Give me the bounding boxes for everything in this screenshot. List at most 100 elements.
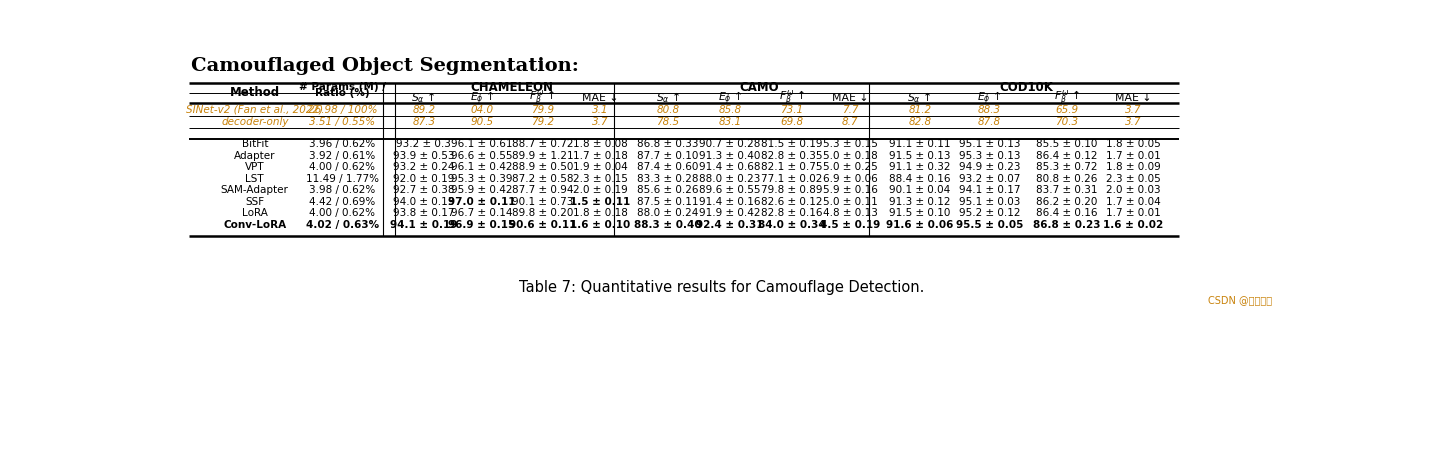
Text: 86.4 ± 0.16: 86.4 ± 0.16 [1036, 208, 1098, 218]
Text: 4.8 ± 0.13: 4.8 ± 0.13 [822, 208, 878, 218]
Text: 1.7 ± 0.01: 1.7 ± 0.01 [1105, 208, 1160, 218]
Text: 1.7 ± 0.18: 1.7 ± 0.18 [573, 151, 628, 161]
Text: 4.00 / 0.62%: 4.00 / 0.62% [309, 162, 375, 172]
Text: 88.9 ± 0.50: 88.9 ± 0.50 [512, 162, 573, 172]
Text: 85.5 ± 0.10: 85.5 ± 0.10 [1036, 139, 1098, 149]
Text: LoRA: LoRA [241, 208, 267, 218]
Text: 86.4 ± 0.12: 86.4 ± 0.12 [1036, 151, 1098, 161]
Text: 04.0: 04.0 [470, 105, 493, 115]
Text: 93.9 ± 0.53: 93.9 ± 0.53 [392, 151, 454, 161]
Text: CAMO: CAMO [739, 81, 779, 95]
Text: 95.9 ± 0.42: 95.9 ± 0.42 [451, 186, 513, 195]
Text: 1.8 ± 0.18: 1.8 ± 0.18 [573, 208, 628, 218]
Text: 77.1 ± 0.02: 77.1 ± 0.02 [762, 174, 822, 184]
Text: 81.5 ± 0.19: 81.5 ± 0.19 [762, 139, 822, 149]
Text: SINet-v2 (Fan et al., 2022): SINet-v2 (Fan et al., 2022) [187, 105, 323, 115]
Text: $S_\alpha$ ↑: $S_\alpha$ ↑ [908, 90, 933, 106]
Text: 5.3 ± 0.15: 5.3 ± 0.15 [822, 139, 878, 149]
Text: 96.6 ± 0.55: 96.6 ± 0.55 [451, 151, 513, 161]
Text: Table 7: Quantitative results for Camouflage Detection.: Table 7: Quantitative results for Camouf… [519, 280, 925, 295]
Text: 88.4 ± 0.16: 88.4 ± 0.16 [890, 174, 950, 184]
Text: 1.8 ± 0.08: 1.8 ± 0.08 [573, 139, 628, 149]
Text: 85.6 ± 0.26: 85.6 ± 0.26 [637, 186, 698, 195]
Text: 87.7 ± 0.94: 87.7 ± 0.94 [512, 186, 573, 195]
Text: 93.8 ± 0.17: 93.8 ± 0.17 [392, 208, 454, 218]
Text: 3.51 / 0.55%: 3.51 / 0.55% [309, 117, 375, 127]
Text: 95.1 ± 0.03: 95.1 ± 0.03 [958, 197, 1020, 207]
Text: $F_\beta^\omega$ ↑: $F_\beta^\omega$ ↑ [529, 89, 555, 107]
Text: 91.6 ± 0.06: 91.6 ± 0.06 [887, 220, 953, 230]
Text: 90.1 ± 0.73: 90.1 ± 0.73 [512, 197, 573, 207]
Text: 90.6 ± 0.11: 90.6 ± 0.11 [509, 220, 576, 230]
Text: 80.8 ± 0.26: 80.8 ± 0.26 [1036, 174, 1098, 184]
Text: 8.7: 8.7 [842, 117, 858, 127]
Text: 91.5 ± 0.10: 91.5 ± 0.10 [890, 208, 950, 218]
Text: 92.4 ± 0.31: 92.4 ± 0.31 [696, 220, 763, 230]
Text: 88.0 ± 0.24: 88.0 ± 0.24 [637, 208, 698, 218]
Text: 26.98 / 100%: 26.98 / 100% [308, 105, 376, 115]
Text: 4.5 ± 0.19: 4.5 ± 0.19 [821, 220, 879, 230]
Text: 2.3 ± 0.15: 2.3 ± 0.15 [573, 174, 628, 184]
Text: 84.0 ± 0.34: 84.0 ± 0.34 [757, 220, 826, 230]
Text: 87.8: 87.8 [979, 117, 1002, 127]
Text: 79.9: 79.9 [530, 105, 553, 115]
Text: 3.1: 3.1 [592, 105, 609, 115]
Text: Ratio (%): Ratio (%) [315, 88, 369, 98]
Text: MAE ↓: MAE ↓ [1115, 93, 1151, 103]
Text: 91.5 ± 0.13: 91.5 ± 0.13 [890, 151, 950, 161]
Text: 1.8 ± 0.05: 1.8 ± 0.05 [1105, 139, 1160, 149]
Text: 89.6 ± 0.55: 89.6 ± 0.55 [700, 186, 760, 195]
Text: 3.7: 3.7 [1125, 105, 1141, 115]
Text: 69.8: 69.8 [780, 117, 803, 127]
Text: VPT: VPT [244, 162, 264, 172]
Text: 91.1 ± 0.11: 91.1 ± 0.11 [890, 139, 950, 149]
Text: Method: Method [230, 86, 280, 100]
Text: 80.8: 80.8 [657, 105, 680, 115]
Text: 85.8: 85.8 [718, 105, 741, 115]
Text: LST: LST [246, 174, 264, 184]
Text: 4.00 / 0.62%: 4.00 / 0.62% [309, 208, 375, 218]
Text: 95.5 ± 0.05: 95.5 ± 0.05 [956, 220, 1023, 230]
Text: 91.4 ± 0.16: 91.4 ± 0.16 [700, 197, 760, 207]
Text: 4.42 / 0.69%: 4.42 / 0.69% [309, 197, 375, 207]
Text: 1.7 ± 0.01: 1.7 ± 0.01 [1105, 151, 1160, 161]
Text: MAE ↓: MAE ↓ [832, 93, 868, 103]
Text: 92.7 ± 0.38: 92.7 ± 0.38 [392, 186, 454, 195]
Text: 94.9 ± 0.23: 94.9 ± 0.23 [958, 162, 1020, 172]
Text: $F_\beta^\omega$ ↑: $F_\beta^\omega$ ↑ [1053, 89, 1081, 107]
Text: 3.98 / 0.62%: 3.98 / 0.62% [309, 186, 375, 195]
Text: CHAMELEON: CHAMELEON [470, 81, 553, 95]
Text: $S_\alpha$ ↑: $S_\alpha$ ↑ [655, 90, 680, 106]
Text: 4.02 / 0.63%: 4.02 / 0.63% [306, 220, 379, 230]
Text: MAE ↓: MAE ↓ [582, 93, 619, 103]
Text: 11.49 / 1.77%: 11.49 / 1.77% [306, 174, 379, 184]
Text: Adapter: Adapter [234, 151, 276, 161]
Text: 2.0 ± 0.19: 2.0 ± 0.19 [573, 186, 628, 195]
Text: 88.0 ± 0.23: 88.0 ± 0.23 [700, 174, 760, 184]
Text: 82.8 ± 0.16: 82.8 ± 0.16 [762, 208, 822, 218]
Text: 88.7 ± 0.72: 88.7 ± 0.72 [512, 139, 573, 149]
Text: 90.7 ± 0.28: 90.7 ± 0.28 [700, 139, 760, 149]
Text: 95.1 ± 0.13: 95.1 ± 0.13 [958, 139, 1020, 149]
Text: 7.7: 7.7 [842, 105, 858, 115]
Text: 1.6 ± 0.02: 1.6 ± 0.02 [1102, 220, 1163, 230]
Text: 5.0 ± 0.25: 5.0 ± 0.25 [822, 162, 878, 172]
Text: 1.5 ± 0.11: 1.5 ± 0.11 [570, 197, 631, 207]
Text: 96.1 ± 0.42: 96.1 ± 0.42 [451, 162, 513, 172]
Text: 65.9: 65.9 [1055, 105, 1079, 115]
Text: 92.0 ± 0.19: 92.0 ± 0.19 [394, 174, 454, 184]
Text: 79.2: 79.2 [530, 117, 553, 127]
Text: 3.7: 3.7 [1125, 117, 1141, 127]
Text: 1.7 ± 0.04: 1.7 ± 0.04 [1105, 197, 1160, 207]
Text: 82.1 ± 0.75: 82.1 ± 0.75 [762, 162, 822, 172]
Text: 95.3 ± 0.39: 95.3 ± 0.39 [451, 174, 513, 184]
Text: 89.9 ± 1.21: 89.9 ± 1.21 [512, 151, 573, 161]
Text: 3.96 / 0.62%: 3.96 / 0.62% [309, 139, 375, 149]
Text: 70.3: 70.3 [1055, 117, 1079, 127]
Text: 90.5: 90.5 [470, 117, 493, 127]
Text: 82.8 ± 0.35: 82.8 ± 0.35 [762, 151, 822, 161]
Text: 87.7 ± 0.10: 87.7 ± 0.10 [637, 151, 698, 161]
Text: SSF: SSF [246, 197, 264, 207]
Text: 86.8 ± 0.33: 86.8 ± 0.33 [637, 139, 698, 149]
Text: 96.7 ± 0.14: 96.7 ± 0.14 [451, 208, 513, 218]
